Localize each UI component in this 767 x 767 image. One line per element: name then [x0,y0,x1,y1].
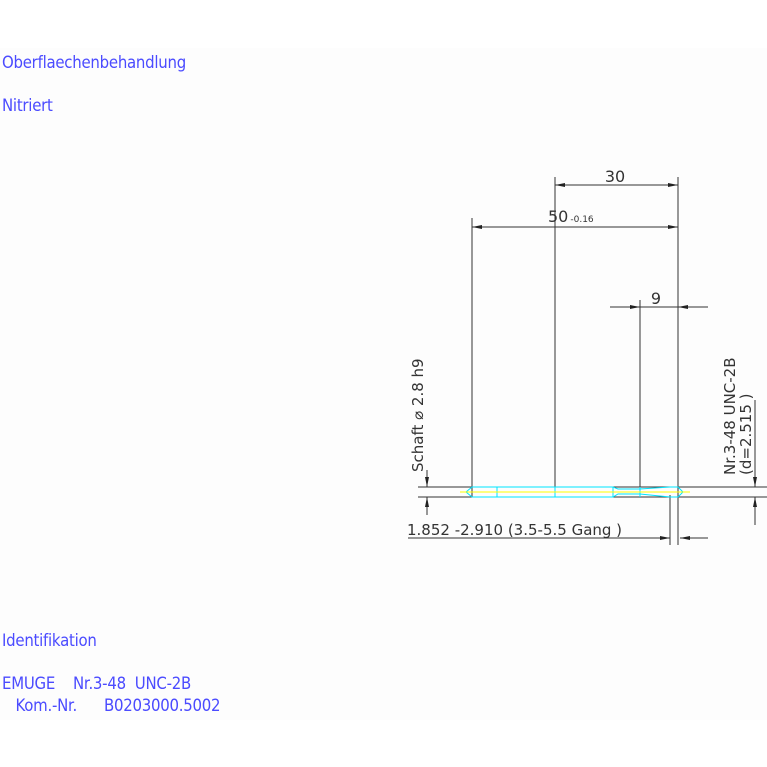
dim-core-diameter: 1.852 -2.910 (3.5-5.5 Gang ) [407,521,622,539]
dim-tip-length: 9 [651,289,661,308]
dim-total-length-tolerance: -0.16 [570,215,594,225]
surface-treatment-value: Nitriert [2,96,53,116]
dim-total-length-value: 50 [548,207,568,226]
identification-line-1: EMUGE Nr.3-48 UNC-2B [2,674,191,694]
dim-thread-d: (d=2.515 ) [737,393,755,475]
identification-line-2: Kom.-Nr. B0203000.5002 [2,696,221,716]
surface-treatment-label: Oberflaechenbehandlung [2,53,186,73]
dim-thread-length: 30 [605,167,625,186]
dim-total-length: 50 -0.16 [548,207,594,226]
dim-thread-spec: Nr.3-48 UNC-2B [721,357,739,475]
identification-label: Identifikation [2,631,97,651]
drawing-sheet [0,48,767,720]
dimension-lines [408,177,767,545]
dim-shank-diameter: Schaft ⌀ 2.8 h9 [409,358,427,472]
